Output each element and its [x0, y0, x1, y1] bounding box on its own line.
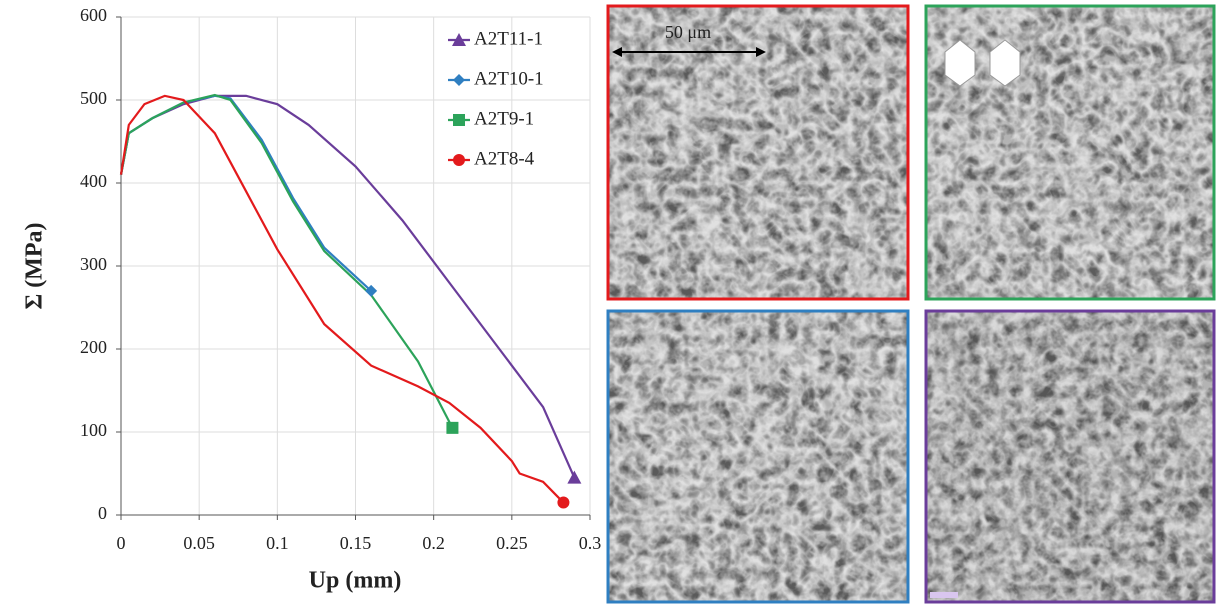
x-tick-label: 0.3 [579, 533, 602, 553]
marker [453, 154, 465, 166]
legend-label: A2T8-4 [474, 148, 535, 169]
x-tick-label: 0.25 [496, 533, 528, 553]
y-axis-label: Σ (MPa) [22, 223, 48, 310]
x-tick-label: 0.1 [266, 533, 289, 553]
marker [567, 470, 582, 484]
marker [446, 421, 459, 434]
marker [453, 74, 465, 86]
y-tick-label: 400 [80, 171, 107, 191]
y-tick-label: 300 [80, 254, 107, 274]
series-line [119, 94, 565, 504]
x-tick-label: 0.15 [340, 533, 372, 553]
sem-panel [924, 4, 1216, 301]
x-tick-label: 0.05 [183, 533, 215, 553]
chart: Σ (MPa) Up (mm) 0 100 200 300 400 500 600 0 0.05… [22, 5, 602, 593]
legend-label: A2T11-1 [474, 28, 543, 49]
y-tick-label: 0 [98, 503, 107, 523]
y-tick-label: 600 [80, 5, 107, 25]
legend-label: A2T10-1 [474, 68, 544, 89]
scale-bar-label: 50 μm [665, 22, 711, 42]
y-tick-label: 100 [80, 420, 107, 440]
series-line [119, 93, 454, 429]
sem-panel: 50 μm [606, 4, 910, 301]
marker [365, 284, 378, 297]
marker [452, 33, 466, 46]
legend-label: A2T9-1 [474, 108, 534, 129]
x-tick-label: 0 [117, 533, 126, 553]
x-tick-label: 0.2 [422, 533, 445, 553]
sem-panel [606, 309, 910, 604]
x-axis-label: Up (mm) [309, 568, 402, 594]
marker [557, 496, 570, 509]
sem-panels: 50 μm [606, 4, 1216, 604]
y-tick-label: 500 [80, 88, 107, 108]
y-tick-label: 200 [80, 337, 107, 357]
sem-panel [924, 309, 1216, 604]
marker [453, 114, 465, 126]
